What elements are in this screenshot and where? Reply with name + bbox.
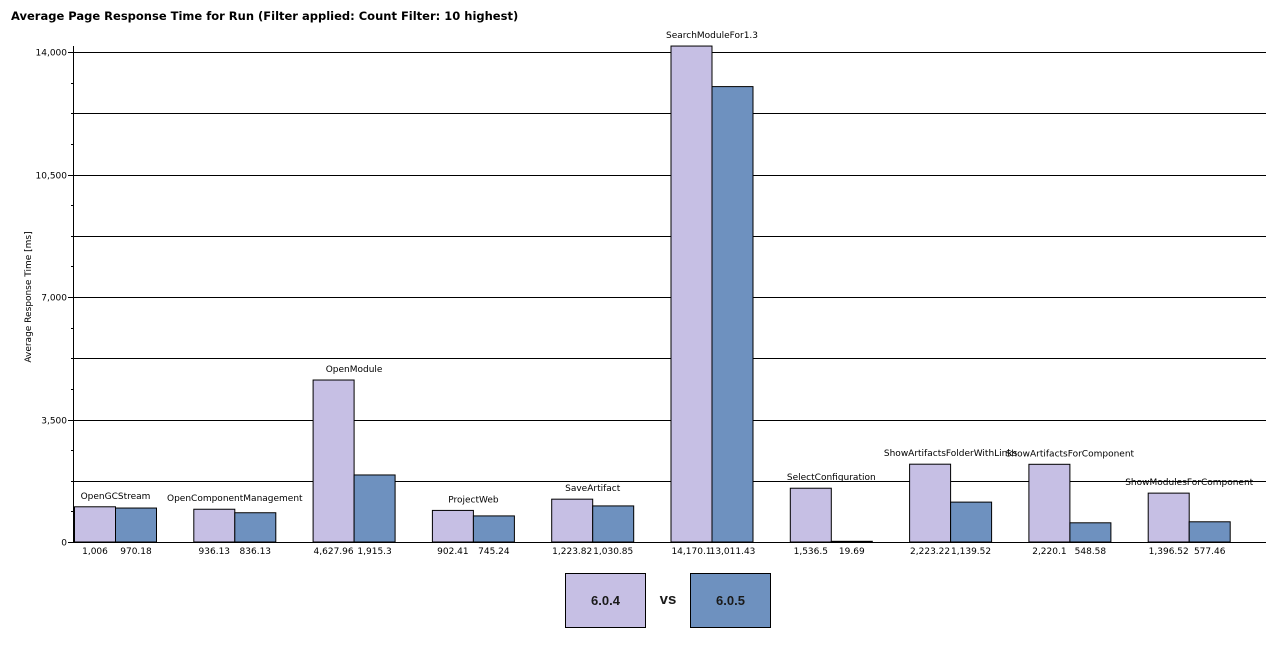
data-label-series-2: 745.24 bbox=[478, 547, 510, 557]
data-label-series-1: 2,223.22 bbox=[910, 547, 950, 557]
data-label-series-2: 1,030.85 bbox=[593, 547, 633, 557]
bar-series-1 bbox=[789, 487, 832, 543]
category-label: ShowModulesForComponent bbox=[1125, 478, 1253, 488]
bar-series-2 bbox=[592, 505, 635, 543]
y-tick-label: 10,500 bbox=[36, 172, 68, 182]
data-label-series-2: 836.13 bbox=[240, 547, 272, 557]
data-label-series-2: 548.58 bbox=[1075, 547, 1107, 557]
bar-series-2 bbox=[1069, 522, 1112, 543]
bar-series-1 bbox=[670, 45, 713, 543]
y-tick-label: 14,000 bbox=[36, 49, 68, 59]
axes bbox=[68, 46, 1266, 543]
category-label: OpenModule bbox=[326, 365, 383, 375]
bar-series-1 bbox=[312, 379, 355, 543]
category-label: SaveArtifact bbox=[565, 484, 621, 494]
bar-series-2 bbox=[830, 540, 873, 543]
data-label-series-1: 1,006 bbox=[82, 547, 108, 557]
category-label: ShowArtifactsForComponent bbox=[1006, 449, 1135, 459]
chart-title: Average Page Response Time for Run (Filt… bbox=[11, 9, 519, 23]
bar-series-2 bbox=[472, 515, 515, 543]
data-label-series-1: 1,396.52 bbox=[1149, 547, 1189, 557]
bar-series-1 bbox=[909, 463, 952, 543]
bars bbox=[74, 45, 1231, 543]
category-label: OpenComponentManagement bbox=[167, 494, 303, 504]
bar-series-2 bbox=[115, 507, 157, 543]
bar-series-1 bbox=[193, 508, 236, 543]
data-label-series-2: 970.18 bbox=[120, 547, 152, 557]
category-label: SelectConfiguration bbox=[787, 473, 876, 483]
category-label: SearchModuleFor1.3 bbox=[666, 31, 758, 41]
bar-series-1 bbox=[74, 506, 116, 543]
bar-series-1 bbox=[1147, 492, 1190, 543]
y-tick-label: 0 bbox=[61, 539, 67, 549]
legend-item-series-1: 6.0.4 bbox=[565, 573, 646, 628]
data-label-series-1: 4,627.96 bbox=[314, 547, 354, 557]
data-label-series-1: 2,220.1 bbox=[1032, 547, 1066, 557]
bar-series-2 bbox=[711, 86, 754, 543]
category-label: ProjectWeb bbox=[448, 495, 499, 505]
data-label-series-1: 936.13 bbox=[199, 547, 231, 557]
category-label: ShowArtifactsFolderWithLinks bbox=[884, 449, 1018, 459]
bar-series-2 bbox=[353, 474, 396, 543]
legend-vs-label: vs bbox=[659, 591, 677, 608]
data-label-series-1: 1,223.82 bbox=[552, 547, 592, 557]
data-label-series-1: 902.41 bbox=[437, 547, 469, 557]
data-label-series-1: 1,536.5 bbox=[794, 547, 828, 557]
y-tick-label: 7,000 bbox=[41, 294, 67, 304]
bar-series-2 bbox=[950, 501, 993, 543]
bar-series-1 bbox=[551, 498, 594, 543]
bar-series-1 bbox=[1028, 463, 1071, 543]
y-axis-label: Average Response Time [ms] bbox=[24, 231, 34, 362]
data-label-series-1: 14,170.1 bbox=[671, 547, 711, 557]
data-label-series-2: 577.46 bbox=[1194, 547, 1226, 557]
gridlines bbox=[73, 52, 1266, 482]
data-label-series-2: 19.69 bbox=[839, 547, 865, 557]
bar-series-2 bbox=[234, 512, 277, 543]
bar-series-2 bbox=[1188, 521, 1231, 543]
data-label-series-2: 13,011.43 bbox=[710, 547, 756, 557]
category-label: OpenGCStream bbox=[81, 492, 151, 502]
y-tick-label: 3,500 bbox=[41, 417, 67, 427]
labels: 0 3,500 7,000 10,500 14,000 Average Response … bbox=[24, 31, 1254, 557]
legend-item-series-2: 6.0.5 bbox=[690, 573, 771, 628]
data-label-series-2: 1,915.3 bbox=[357, 547, 391, 557]
bar-series-1 bbox=[431, 509, 474, 543]
data-label-series-2: 1,139.52 bbox=[951, 547, 991, 557]
